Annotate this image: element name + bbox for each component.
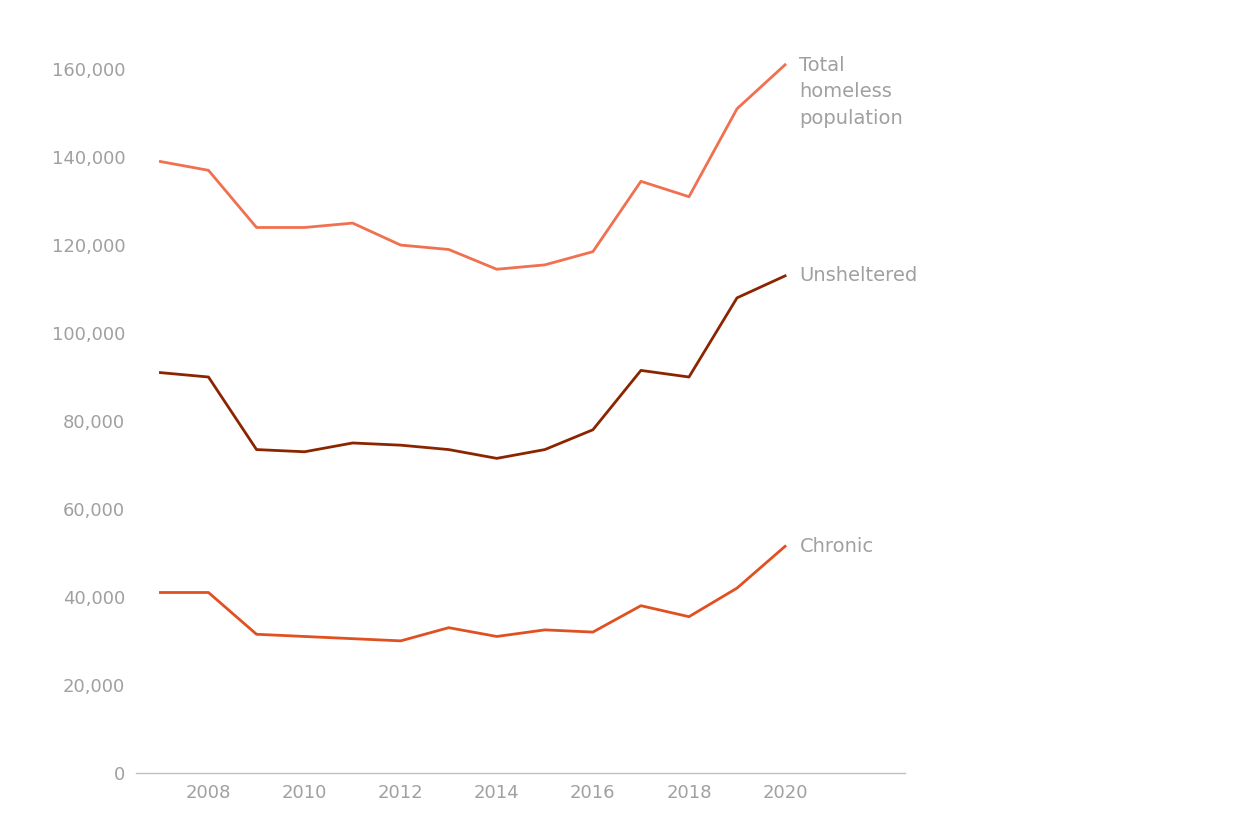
Text: Chronic: Chronic [800, 537, 874, 556]
Text: Total
homeless
population: Total homeless population [800, 56, 903, 128]
Text: Unsheltered: Unsheltered [800, 266, 918, 286]
